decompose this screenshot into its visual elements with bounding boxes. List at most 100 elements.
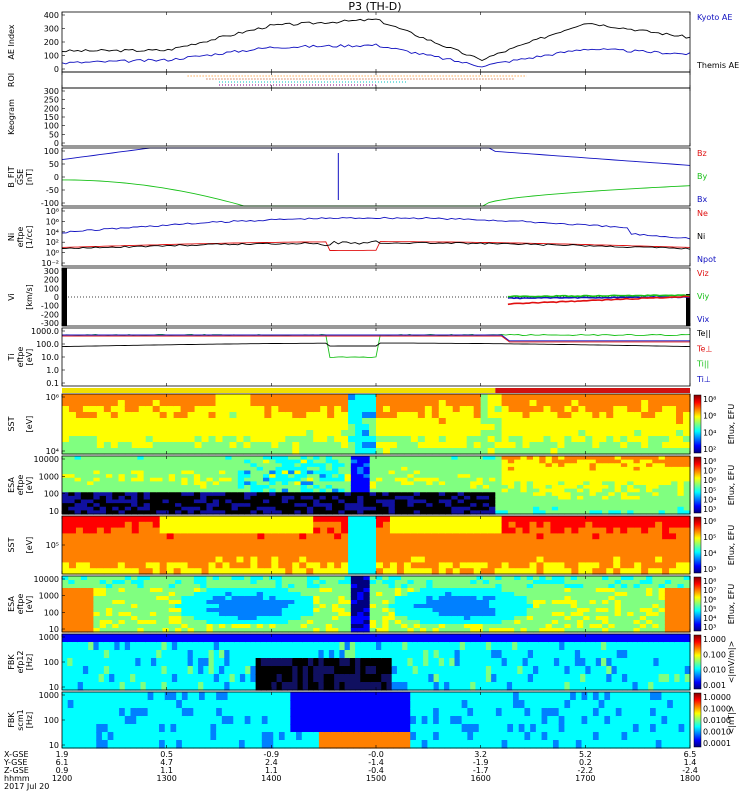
esa-electron-spectrogram-cell bbox=[570, 481, 578, 486]
esa-electron-spectrogram-cell bbox=[539, 477, 547, 482]
sst-electron-spectrogram-cell bbox=[641, 436, 649, 443]
sst-ion-spectrogram-cell bbox=[96, 556, 105, 563]
esa-electron-spectrogram-cell bbox=[294, 470, 302, 475]
esa-ion-spectrogram-cell bbox=[219, 612, 226, 617]
esa-electron-spectrogram-cell bbox=[156, 503, 164, 508]
esa-electron-spectrogram-cell bbox=[545, 470, 553, 475]
esa-electron-spectrogram-cell bbox=[558, 488, 565, 493]
esa-ion-spectrogram-cell bbox=[401, 604, 408, 609]
fbk-efp12-spectrogram-cell bbox=[140, 650, 147, 659]
sst-electron-spectrogram-cell bbox=[278, 406, 286, 413]
esa-ion-spectrogram-cell bbox=[137, 624, 145, 629]
esa-electron-spectrogram-cell bbox=[533, 488, 540, 493]
sst-ion-spectrogram-cell bbox=[152, 533, 161, 540]
sst-ion-spectrogram-cell bbox=[480, 550, 489, 558]
esa-electron-spectrogram-cell bbox=[175, 477, 182, 482]
sst-electron-spectrogram-cell bbox=[676, 412, 684, 419]
esa-ion-spectrogram-cell bbox=[633, 628, 641, 633]
esa-ion-spectrogram-cell bbox=[80, 616, 88, 621]
esa-electron-spectrogram-cell bbox=[237, 495, 245, 501]
sst-ion-spectrogram-cell bbox=[62, 550, 70, 558]
esa-ion-spectrogram-cell bbox=[419, 620, 427, 625]
esa-electron-spectrogram-cell bbox=[426, 459, 434, 464]
sst-ion-spectrogram-cell bbox=[578, 527, 586, 534]
esa-electron-spectrogram-cell bbox=[325, 488, 333, 493]
sst-electron-spectrogram-cell bbox=[557, 424, 565, 431]
esa-ion-spectrogram-cell bbox=[533, 580, 540, 585]
esa-electron-spectrogram-cell bbox=[332, 499, 339, 504]
esa-electron-spectrogram-cell bbox=[118, 481, 126, 486]
esa-electron-spectrogram-cell bbox=[156, 499, 164, 504]
esa-electron-spectrogram-cell bbox=[112, 456, 120, 461]
sst-ion-spectrogram-cell bbox=[145, 556, 154, 563]
esa-electron-spectrogram-cell bbox=[520, 495, 528, 501]
sst-ion-spectrogram-cell bbox=[389, 516, 398, 523]
sst-electron-spectrogram-cell bbox=[62, 400, 70, 407]
esa-ion-spectrogram-cell bbox=[677, 584, 685, 589]
esa-electron-spectrogram-cell bbox=[576, 463, 584, 468]
esa-electron-spectrogram-cell bbox=[394, 466, 402, 472]
sst-ion-spectrogram-cell bbox=[299, 562, 307, 569]
esa-electron-spectrogram-cell bbox=[306, 510, 314, 515]
sst-electron-spectrogram-cell bbox=[208, 436, 217, 443]
esa-electron-spectrogram-cell bbox=[470, 470, 478, 475]
esa-electron-spectrogram-cell bbox=[445, 510, 452, 515]
sst-ion-spectrogram-cell bbox=[103, 568, 112, 575]
esa-electron-spectrogram-cell bbox=[501, 506, 509, 511]
sst-electron-spectrogram-cell bbox=[529, 400, 538, 407]
esa-ion-spectrogram-cell bbox=[131, 576, 138, 581]
sst-ion-spectrogram-cell bbox=[208, 550, 217, 558]
esa-electron-spectrogram-cell bbox=[262, 474, 270, 479]
sst-electron-spectrogram-cell bbox=[208, 412, 217, 419]
sst-ion-spectrogram-cell bbox=[417, 568, 426, 575]
esa-ion-spectrogram-cell bbox=[526, 600, 534, 605]
esa-electron-spectrogram-cell bbox=[614, 466, 622, 472]
esa-ion-spectrogram-cell bbox=[338, 596, 346, 601]
esa-electron-spectrogram-cell bbox=[325, 466, 333, 472]
sst-ion-spectrogram-cell bbox=[571, 568, 579, 575]
sst-ion-spectrogram-cell bbox=[138, 556, 147, 563]
esa-electron-spectrogram-cell bbox=[350, 499, 358, 504]
esa-ion-spectrogram-cell bbox=[332, 604, 339, 609]
sst-electron-spectrogram-cell bbox=[487, 436, 496, 443]
esa-ion-spectrogram-cell bbox=[350, 612, 358, 617]
esa-electron-spectrogram-cell bbox=[363, 488, 371, 493]
esa-ion-spectrogram-cell bbox=[250, 592, 258, 597]
sst-electron-spectrogram-cell bbox=[578, 436, 586, 443]
sst-ion-spectrogram-cell bbox=[292, 527, 300, 534]
esa-ion-spectrogram-cell bbox=[244, 612, 251, 617]
esa-electron-spectrogram-cell bbox=[407, 488, 415, 493]
fbk-efp12-spectrogram-cell bbox=[171, 642, 178, 651]
sst-ion-spectrogram-cell bbox=[606, 562, 614, 569]
sst-electron-spectrogram-cell bbox=[459, 418, 468, 425]
sst-ion-spectrogram-cell bbox=[396, 539, 405, 546]
sst-ion-spectrogram-cell bbox=[473, 516, 482, 523]
sst-ion-spectrogram-cell bbox=[438, 516, 447, 523]
esa-electron-spectrogram-cell bbox=[275, 474, 283, 479]
esa-electron-spectrogram-cell bbox=[658, 477, 666, 482]
sst-electron-spectrogram-cell bbox=[389, 412, 398, 419]
sst-ion-spectrogram-cell bbox=[334, 533, 342, 540]
sst-ion-spectrogram-cell bbox=[89, 527, 98, 534]
esa-ion-spectrogram-cell bbox=[633, 580, 641, 585]
sst-ion-spectrogram-cell bbox=[215, 521, 224, 529]
esa-ion-spectrogram-cell bbox=[231, 608, 239, 613]
esa-ion-spectrogram-cell bbox=[162, 596, 170, 601]
esa-electron-spectrogram-cell bbox=[156, 470, 164, 475]
fbk-efp12-spectrogram-cell bbox=[150, 634, 157, 643]
sst-ion-spectrogram-cell bbox=[571, 539, 579, 546]
esa-electron-spectrogram-cell bbox=[551, 499, 559, 504]
esa-ion-spectrogram-cell bbox=[470, 628, 478, 633]
esa-electron-spectrogram-cell bbox=[564, 466, 572, 472]
sst-ion-spectrogram-cell bbox=[613, 516, 621, 523]
esa-electron-spectrogram-cell bbox=[338, 503, 346, 508]
sst-electron-spectrogram-cell bbox=[592, 448, 600, 455]
sst-electron-spectrogram-cell bbox=[348, 442, 356, 449]
sst-electron-spectrogram-cell bbox=[257, 394, 265, 401]
esa-ion-spectrogram-cell bbox=[438, 608, 446, 613]
esa-electron-spectrogram-cell bbox=[683, 477, 691, 482]
esa-electron-spectrogram-cell bbox=[244, 506, 251, 511]
sst-electron-spectrogram-cell bbox=[124, 442, 133, 449]
esa-electron-spectrogram-cell bbox=[407, 503, 415, 508]
sst-electron-spectrogram-cell bbox=[82, 424, 91, 431]
